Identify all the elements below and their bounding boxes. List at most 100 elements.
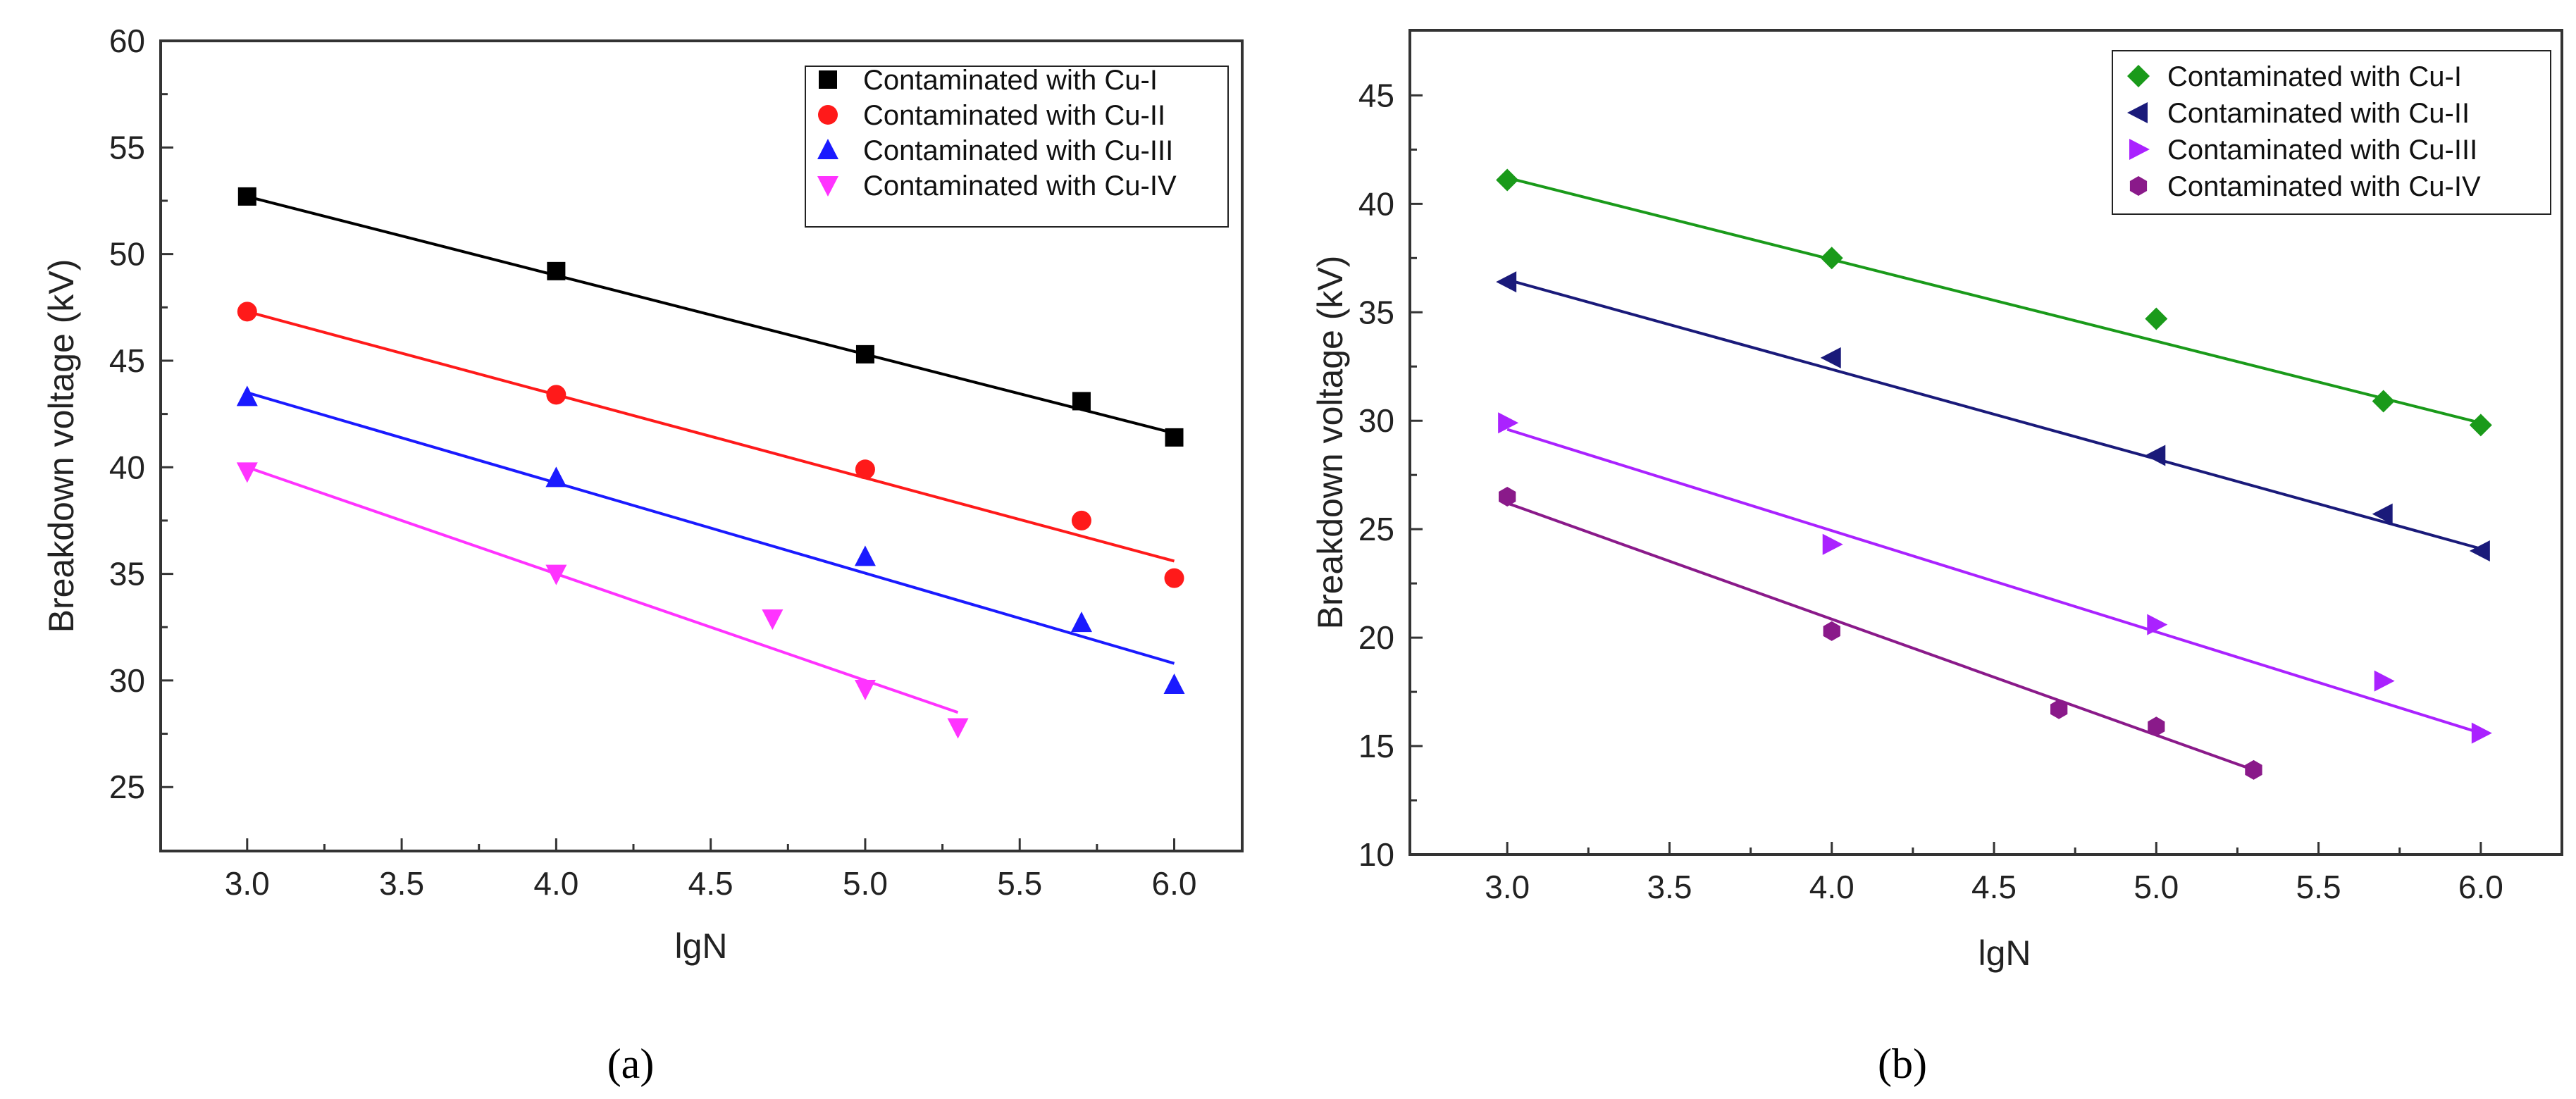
x-tick-label: 5.5 [997,865,1042,902]
data-point [2471,722,2492,744]
legend-label: Contaminated with Cu-II [2167,98,2470,129]
x-tick-label: 5.5 [2296,869,2341,905]
plot-frame [1408,29,2563,856]
y-tick-label: 35 [109,556,145,592]
data-point [545,466,567,488]
legend-label: Contaminated with Cu-III [863,135,1173,166]
data-point [947,718,969,739]
data-point [237,302,257,322]
x-tick-label: 5.0 [2134,869,2179,905]
data-point [762,609,784,631]
y-tick-label: 45 [109,342,145,379]
legend-marker [2127,65,2150,87]
x-axis-label: lgN [674,926,727,966]
data-point [546,385,566,405]
fit-line [247,310,1175,563]
data-point [1164,568,1184,588]
fit-line [1506,176,2482,425]
fit-line [247,391,1175,665]
data-point [1072,392,1091,411]
data-point [2145,307,2168,330]
y-tick-label: 40 [109,449,145,485]
data-point [855,344,874,364]
data-markers [236,187,1185,739]
fit-line [247,194,1175,435]
legend-marker [817,176,838,197]
y-tick-label: 25 [109,769,145,805]
x-tick-label: 3.0 [1485,869,1530,905]
data-point [1499,487,1516,507]
x-tick-label: 5.0 [843,865,888,902]
data-point [1496,168,1519,192]
data-point [1820,247,1843,270]
chart-panel-a: 3.0 3.5 4.0 4.5 5.0 5.5 6.0 25 30 35 40 45 50 55 60 Co… [42,23,1244,1087]
x-tick-label: 3.5 [1647,869,1692,905]
x-tick-label: 6.0 [1152,865,1197,902]
y-tick-label: 50 [109,236,145,273]
y-tick-label: 20 [1358,619,1394,656]
data-markers [1496,168,2492,780]
x-tick-label: 4.5 [1971,869,2017,905]
legend: Contaminated with Cu-I Contaminated with … [2112,50,2551,215]
legend-label: Contaminated with Cu-III [2167,135,2477,166]
plot-frame [159,39,1244,852]
legend-marker [818,105,838,125]
x-tick-label: 4.0 [1809,869,1854,905]
x-axis-label: lgN [1978,933,2031,973]
fit-line [1506,278,2482,550]
data-point [2147,614,2168,635]
y-tick-label: 30 [1358,402,1394,439]
legend-marker [2129,139,2150,160]
legend-marker [2127,102,2148,123]
data-point [2050,699,2068,719]
y-tick-label: 55 [109,129,145,166]
fit-line [247,466,959,714]
data-point [2148,716,2165,737]
legend: Contaminated with Cu-I Contaminated with … [805,65,1229,228]
x-tick-label: 4.5 [688,865,733,902]
x-tick-label: 4.0 [533,865,578,902]
data-point [1820,347,1841,368]
panel-label: (b) [1878,1041,1927,1087]
legend-marker [819,70,837,89]
data-point [237,187,256,206]
data-point [2145,445,2166,466]
x-tick-label: 3.5 [379,865,424,902]
x-tick-label: 6.0 [2458,869,2503,905]
data-point [547,261,566,280]
data-point [2372,503,2393,525]
axis-ticks: 3.0 3.5 4.0 4.5 5.0 5.5 6.0 10 15 20 25 30 35 40 45 [1358,77,2503,905]
x-tick-label: 3.0 [225,865,270,902]
y-tick-label: 30 [109,662,145,699]
data-point [2372,390,2395,413]
chart-panel-b: 3.0 3.5 4.0 4.5 5.0 5.5 6.0 10 15 20 25 30 35 40 45 Co… [1311,29,2563,1087]
data-point [545,564,567,585]
fit-line [1506,502,2255,771]
axis-ticks: 3.0 3.5 4.0 4.5 5.0 5.5 6.0 25 30 35 40 45 50 55 60 [109,23,1197,902]
data-point [854,545,876,566]
data-point [854,680,876,700]
data-point [1070,611,1092,633]
panel-label: (a) [607,1041,655,1087]
data-point [2469,540,2490,561]
data-point [855,459,875,480]
y-axis-label: Breakdown voltage (kV) [1311,256,1350,630]
data-point [1496,271,1517,293]
data-point [1165,428,1184,447]
y-tick-label: 35 [1358,294,1394,330]
data-point [1498,412,1519,434]
legend-label: Contaminated with Cu-IV [2167,171,2481,202]
data-point [1822,533,1843,555]
legend-label: Contaminated with Cu-IV [863,170,1177,201]
y-tick-label: 15 [1358,728,1394,764]
y-tick-label: 25 [1358,511,1394,547]
fit-line [1506,428,2482,735]
fit-lines [247,194,1175,714]
y-tick-label: 60 [109,23,145,59]
legend-label: Contaminated with Cu-I [2167,61,2462,92]
data-point [236,462,258,483]
legend-box [2112,50,2551,215]
legend-box [805,66,1229,228]
y-tick-label: 40 [1358,185,1394,222]
